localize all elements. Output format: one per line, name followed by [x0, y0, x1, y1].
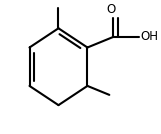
Text: O: O	[106, 3, 116, 16]
Text: OH: OH	[140, 30, 158, 43]
